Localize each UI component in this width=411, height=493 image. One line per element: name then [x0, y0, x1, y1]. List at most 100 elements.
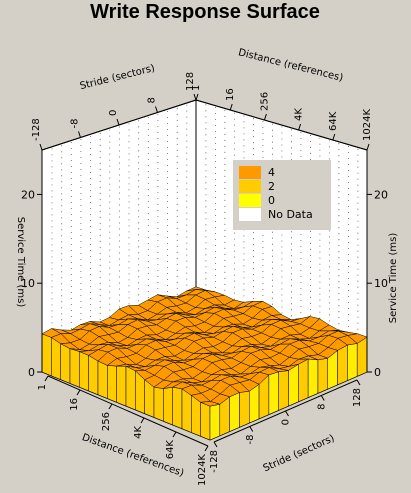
surface-skirt — [337, 344, 348, 386]
z-tick-label-right: 0 — [374, 366, 381, 379]
surface-skirt — [97, 360, 108, 399]
stride-tick-bottom — [285, 410, 289, 417]
z-tick-label-left: 10 — [21, 277, 35, 290]
stride-tick-label-top: 128 — [185, 72, 196, 91]
legend-swatch — [239, 180, 261, 193]
z-tick-label-left: 0 — [28, 366, 35, 379]
stride-tick-bottom — [213, 441, 218, 448]
surface-skirt — [298, 358, 309, 403]
z-tick-label-right: 20 — [374, 188, 388, 201]
stride-tick-label-bottom: 128 — [352, 388, 363, 407]
z-tick-label-right: 10 — [374, 277, 388, 290]
distance-axis-bottom: 1 16 256 4K 64K 1024K — [37, 375, 209, 486]
legend-swatch — [239, 166, 261, 179]
distance-tick-label-bottom: 16 — [69, 398, 80, 411]
distance-tick-bottom — [140, 417, 145, 424]
response-surface — [41, 286, 368, 441]
surface-skirt — [239, 390, 250, 428]
surface-skirt — [229, 392, 240, 432]
surface-skirt — [307, 358, 319, 398]
surface-skirt — [268, 371, 279, 415]
legend-label: 0 — [268, 194, 275, 207]
distance-tick-bottom — [76, 389, 81, 396]
distance-tick-top — [263, 113, 267, 121]
stride-axis-bottom: -128 -8 0 8 128 — [209, 379, 363, 473]
distance-tick-label-bottom: 1 — [37, 384, 48, 390]
surface-skirt — [69, 348, 80, 388]
legend-label: 2 — [268, 180, 275, 193]
stride-tick-label-bottom: 8 — [316, 404, 327, 410]
surface-skirt — [153, 386, 164, 422]
stride-tick-label-top: -8 — [70, 119, 81, 129]
stride-tick-top — [39, 143, 43, 151]
stride-axis-top: -128 -8 0 8 128 — [31, 72, 197, 151]
distance-tick-label-bottom: 1024K — [197, 454, 208, 486]
surface-skirt — [88, 354, 99, 396]
stride-tick-label-bottom: -128 — [209, 450, 220, 473]
stride-tick-top — [116, 118, 120, 126]
stride-tick-bottom — [320, 395, 325, 401]
distance-tick-top — [298, 123, 302, 131]
distance-tick-label-top: 16 — [225, 88, 236, 101]
chart-title: Write Response Surface — [90, 1, 320, 23]
surface-skirt — [181, 388, 192, 433]
distance-tick-label-top: 256 — [259, 92, 270, 111]
stride-axis-label-top: Stride (sectors) — [79, 63, 156, 92]
distance-axis-top: 1 16 256 4K 64K 1024K — [191, 85, 373, 151]
legend-label: No Data — [268, 208, 313, 221]
distance-tick-bottom — [108, 403, 113, 410]
z-axis-left: 0 10 20 — [21, 150, 43, 379]
stride-tick-label-top: 8 — [147, 97, 158, 103]
distance-tick-top — [195, 93, 199, 101]
surface-skirt — [60, 343, 71, 384]
distance-tick-label-bottom: 4K — [133, 426, 144, 439]
stride-tick-label-top: 0 — [108, 110, 119, 116]
stride-tick-top — [193, 93, 197, 101]
z-axis-label-right: Service Time (ms) — [388, 233, 399, 324]
z-tick-label-left: 20 — [21, 188, 35, 201]
stride-tick-bottom — [356, 379, 361, 386]
surface-skirt — [209, 403, 221, 441]
stride-tick-bottom — [249, 426, 254, 432]
legend-swatch — [239, 208, 261, 221]
surface-skirt — [356, 336, 368, 377]
stride-tick-top — [78, 131, 81, 138]
surface-skirt — [116, 365, 127, 407]
distance-tick-label-top: 64K — [328, 111, 339, 131]
distance-tick-top — [366, 143, 370, 151]
surface-skirt — [125, 365, 136, 411]
stride-tick-label-top: -128 — [31, 118, 42, 141]
distance-tick-bottom — [204, 445, 209, 452]
stride-tick-label-bottom: 0 — [281, 419, 292, 425]
distance-axis-label-top: Distance (references) — [237, 47, 344, 84]
distance-tick-label-bottom: 256 — [101, 412, 112, 431]
surface-skirt — [107, 365, 117, 403]
surface-cell — [200, 401, 220, 407]
surface-skirt — [317, 357, 328, 394]
surface-skirt — [200, 401, 211, 441]
surface-skirt — [163, 386, 173, 426]
distance-tick-top — [332, 133, 336, 141]
stride-tick-top — [155, 106, 158, 113]
stride-axis-label-bottom: Stride (sectors) — [262, 433, 337, 474]
z-axis-label-left: Service Time (ms) — [15, 217, 26, 308]
z-axis-right: 0 10 20 — [366, 150, 388, 379]
surface-skirt — [288, 363, 299, 407]
distance-tick-top — [229, 103, 233, 111]
distance-tick-bottom — [172, 431, 177, 438]
surface-skirt — [172, 386, 183, 430]
distance-tick-bottom — [44, 375, 49, 382]
distance-tick-label-top: 1024K — [362, 109, 373, 141]
stride-tick-label-bottom: -8 — [245, 435, 256, 445]
distance-tick-label-bottom: 64K — [165, 440, 176, 460]
surface-skirt — [51, 336, 61, 380]
surface-skirt — [41, 333, 52, 377]
distance-tick-label-top: 4K — [294, 108, 305, 121]
legend-swatch — [239, 194, 261, 207]
surface-skirt — [278, 370, 289, 411]
surface-skirt — [347, 343, 358, 381]
distance-tick-label-top: 1 — [191, 85, 202, 91]
surface-skirt — [79, 351, 89, 392]
